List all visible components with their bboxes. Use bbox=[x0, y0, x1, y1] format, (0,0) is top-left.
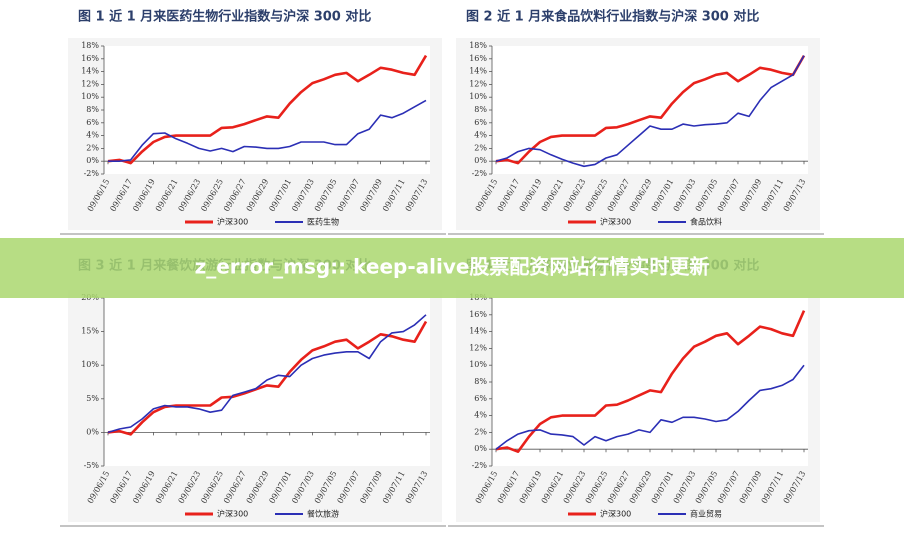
series-line bbox=[107, 314, 427, 434]
y-tick-label: 10% bbox=[469, 360, 487, 369]
y-tick-label: 16% bbox=[469, 54, 487, 63]
legend-label: 医药生物 bbox=[307, 217, 339, 227]
y-tick-label: 10% bbox=[81, 92, 99, 101]
plot-area bbox=[492, 298, 808, 466]
y-tick-label: 18% bbox=[81, 41, 99, 50]
y-tick-label: -2% bbox=[84, 169, 100, 178]
y-tick-label: 12% bbox=[469, 79, 487, 88]
series-line bbox=[108, 99, 427, 162]
legend-label: 食品饮料 bbox=[690, 217, 722, 227]
overlay: z_error_msg:: keep-alive股票配资网站行情实时更新 bbox=[0, 238, 904, 298]
y-tick-label: 12% bbox=[469, 343, 487, 352]
charts: 图 1 近 1 月来医药生物行业指数与沪深 300 对比 -2% 0% 2% 4% 6% 8… bbox=[60, 9, 824, 527]
y-tick-label: 5% bbox=[86, 394, 99, 403]
legend-label: 沪深300 bbox=[600, 217, 631, 227]
y-tick-label: 12% bbox=[81, 79, 99, 88]
y-tick-label: 8% bbox=[86, 105, 99, 114]
y-tick-label: 8% bbox=[474, 105, 487, 114]
y-tick-label: 15% bbox=[81, 327, 99, 336]
plot-area bbox=[104, 46, 430, 174]
series-line bbox=[107, 320, 428, 436]
y-tick-label: -2% bbox=[472, 461, 488, 470]
y-tick-label: 0% bbox=[86, 427, 99, 436]
series-line bbox=[107, 54, 428, 165]
legend-label: 沪深300 bbox=[600, 509, 631, 519]
legend-label: 沪深300 bbox=[217, 509, 248, 519]
y-tick-label: 16% bbox=[469, 310, 487, 319]
y-tick-label: 2% bbox=[474, 143, 487, 152]
series-line bbox=[495, 54, 806, 165]
banner bbox=[0, 238, 904, 298]
banner-text: z_error_msg:: keep-alive股票配资网站行情实时更新 bbox=[195, 255, 710, 279]
y-tick-label: 2% bbox=[474, 427, 487, 436]
legend-label: 餐饮旅游 bbox=[307, 509, 339, 519]
y-tick-label: 14% bbox=[469, 67, 487, 76]
y-tick-label: 6% bbox=[86, 118, 99, 127]
y-tick-label: 4% bbox=[86, 131, 99, 140]
y-tick-label: 6% bbox=[474, 118, 487, 127]
y-tick-label: 6% bbox=[474, 394, 487, 403]
series-line bbox=[495, 364, 805, 450]
chart-title: 图 1 近 1 月来医药生物行业指数与沪深 300 对比 bbox=[78, 9, 371, 25]
plot-area bbox=[492, 46, 808, 174]
plot-area bbox=[104, 298, 430, 466]
y-tick-label: 18% bbox=[469, 41, 487, 50]
y-tick-label: 14% bbox=[469, 327, 487, 336]
y-tick-label: 10% bbox=[81, 360, 99, 369]
y-tick-label: 0% bbox=[474, 156, 487, 165]
y-tick-label: 16% bbox=[81, 54, 99, 63]
y-tick-label: -2% bbox=[472, 169, 488, 178]
y-tick-label: 4% bbox=[474, 131, 487, 140]
y-tick-label: 2% bbox=[86, 143, 99, 152]
legend-label: 沪深300 bbox=[217, 217, 248, 227]
y-tick-label: 0% bbox=[86, 156, 99, 165]
y-tick-label: 4% bbox=[474, 411, 487, 420]
series-line bbox=[495, 55, 805, 168]
y-tick-label: -5% bbox=[84, 461, 100, 470]
y-tick-label: 10% bbox=[469, 92, 487, 101]
y-tick-label: 14% bbox=[81, 67, 99, 76]
y-tick-label: 8% bbox=[474, 377, 487, 386]
series-line bbox=[495, 310, 806, 453]
legend-label: 商业贸易 bbox=[690, 509, 722, 519]
y-tick-label: 0% bbox=[474, 444, 487, 453]
chart-title: 图 2 近 1 月来食品饮料行业指数与沪深 300 对比 bbox=[466, 9, 759, 25]
